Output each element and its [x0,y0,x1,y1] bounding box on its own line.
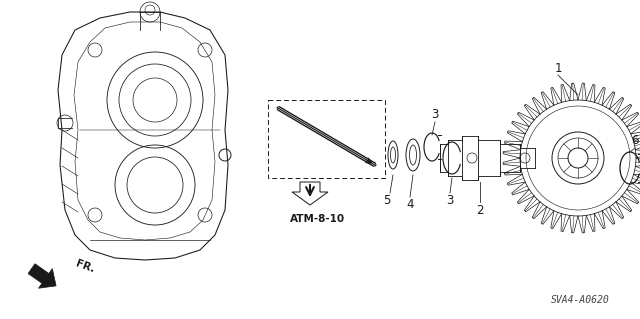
Text: 3: 3 [431,108,438,122]
Text: ATM-8-10: ATM-8-10 [291,214,346,224]
Text: 3: 3 [446,194,454,206]
Text: 2: 2 [476,204,484,217]
Text: SVA4-A0620: SVA4-A0620 [550,295,609,305]
Text: 4: 4 [406,198,413,211]
Text: FR.: FR. [74,259,95,275]
Text: 5: 5 [383,194,390,206]
Polygon shape [28,264,56,288]
Bar [268,100,385,178]
Text: 6: 6 [631,133,639,146]
Text: 1: 1 [554,62,562,75]
